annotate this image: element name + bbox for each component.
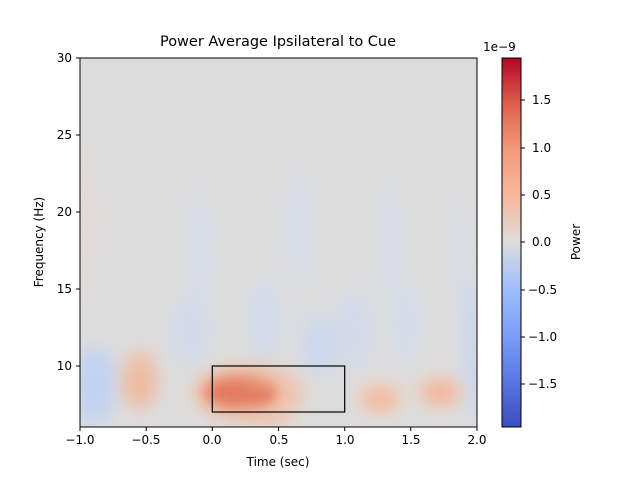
x-tick-label: 1.5: [401, 433, 421, 447]
x-tick-label: 0.0: [202, 433, 222, 447]
colorbar-tick-label: 1.5: [532, 93, 552, 107]
colorbar-tick-label: 0.0: [532, 235, 552, 249]
roi-box: [211, 365, 346, 413]
colorbar-offset-text: 1e−9: [483, 40, 516, 54]
y-axis-label: Frequency (Hz): [32, 196, 46, 288]
colorbar-tick-label: −1.5: [528, 377, 558, 391]
colorbar-tick-label: −1.0: [528, 330, 558, 344]
y-tick-label: 10: [56, 359, 72, 373]
y-tick-label: 15: [56, 282, 72, 296]
x-tick-label: −1.0: [65, 433, 95, 447]
colorbar-tick-label: 0.5: [532, 188, 552, 202]
heatmap-image: [80, 58, 477, 427]
colorbar: [501, 57, 522, 428]
x-axis-label: Time (sec): [246, 455, 310, 469]
y-tick-label: 25: [56, 128, 72, 142]
y-tick-label: 20: [56, 205, 72, 219]
chart-title: Power Average Ipsilateral to Cue: [159, 34, 397, 50]
colorbar-label: Power: [569, 223, 583, 261]
x-tick-label: 0.5: [269, 433, 289, 447]
colorbar-tick-label: −0.5: [528, 283, 558, 297]
y-tick-label: 30: [56, 51, 72, 65]
x-tick-label: 1.0: [335, 433, 355, 447]
x-tick-label: 2.0: [467, 433, 487, 447]
colorbar-tick-label: 1.0: [532, 141, 552, 155]
x-tick-label: −0.5: [131, 433, 161, 447]
